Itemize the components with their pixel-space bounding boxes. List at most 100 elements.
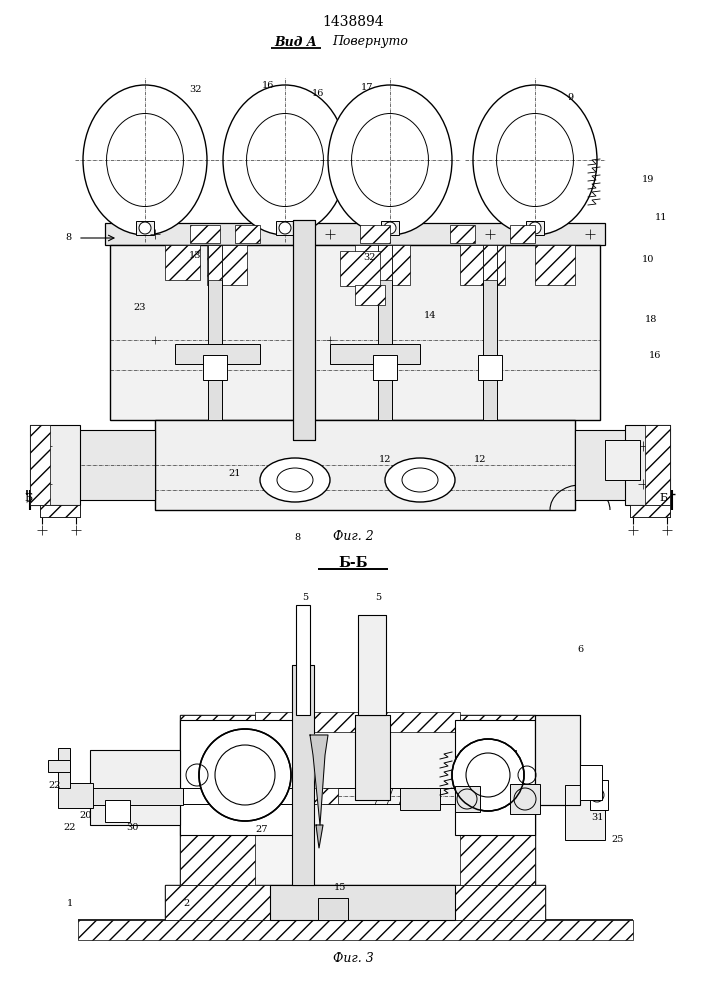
Bar [450,225,475,243]
Bar [165,885,545,920]
Text: 16: 16 [649,351,661,360]
Bar [460,750,516,800]
Text: 23: 23 [134,302,146,312]
Bar [40,505,80,517]
Bar [208,245,222,420]
Text: 14: 14 [423,310,436,320]
Bar [358,615,386,629]
Bar [30,425,50,505]
Bar [40,505,80,517]
Bar [510,784,540,814]
Polygon shape [316,825,323,848]
Text: Фиг. 3: Фиг. 3 [332,952,373,964]
Bar [190,225,220,243]
Bar [373,355,397,380]
Circle shape [529,222,541,234]
Text: 32: 32 [189,86,201,95]
Text: 5: 5 [302,592,308,601]
Bar [526,221,544,235]
Bar [293,220,315,440]
Bar [330,344,420,364]
Bar [460,245,505,285]
Bar [575,430,630,500]
Bar [381,221,399,235]
Bar [355,285,385,305]
Text: 16: 16 [262,82,274,91]
Bar [73,788,183,805]
Text: 30: 30 [126,824,138,832]
Text: 27: 27 [256,826,268,834]
Bar [535,715,580,805]
Bar [276,221,294,235]
Bar [270,885,455,920]
Bar [296,605,310,715]
Bar [358,615,386,715]
Bar [255,712,460,732]
Circle shape [199,729,291,821]
Bar [535,715,580,805]
Bar [360,225,390,243]
Bar [30,425,80,505]
Ellipse shape [223,85,347,235]
Bar [630,505,670,517]
Text: 17: 17 [361,84,373,93]
Bar [296,701,310,715]
Text: 1: 1 [67,898,73,908]
Bar [58,748,70,788]
Ellipse shape [328,85,452,235]
Bar [565,785,605,840]
Text: Фиг. 2: Фиг. 2 [332,530,373,542]
Bar [208,245,222,280]
Bar [58,783,93,808]
Bar [155,420,575,510]
Text: 18: 18 [645,316,658,324]
Text: 2: 2 [183,898,189,908]
Bar [580,765,602,800]
Bar [180,720,310,835]
Bar [378,245,392,420]
Text: Вид A: Вид A [275,35,317,48]
Bar [455,786,480,812]
Bar [355,715,390,732]
Text: 31: 31 [592,814,604,822]
Text: 19: 19 [642,176,654,184]
Bar [215,745,275,805]
Bar [180,715,535,885]
Bar [340,251,380,286]
Text: 10: 10 [642,255,654,264]
Text: 32: 32 [363,252,376,261]
Bar [625,425,670,505]
Text: 1438894: 1438894 [322,15,384,29]
Text: 12: 12 [474,456,486,464]
Text: 21: 21 [229,468,241,478]
Bar [293,220,315,440]
Bar [165,245,200,280]
Text: Б: Б [659,493,667,503]
Bar [355,715,390,800]
Bar [90,750,180,825]
Bar [478,355,502,380]
Bar [318,898,348,920]
Bar [165,885,545,920]
Bar [378,245,392,280]
Bar [400,788,440,810]
Text: 8: 8 [294,534,300,542]
Ellipse shape [473,85,597,235]
Bar [483,245,497,420]
Text: Б-Б: Б-Б [338,556,368,570]
Bar [460,715,535,885]
Ellipse shape [83,85,207,235]
Text: 16: 16 [312,89,325,98]
Text: 12: 12 [379,456,391,464]
Bar [292,665,314,885]
Text: 15: 15 [334,882,346,892]
Text: 9: 9 [567,93,573,102]
Bar [605,440,640,480]
Text: Б: Б [24,493,32,503]
Bar [296,611,310,625]
Circle shape [139,222,151,234]
Bar [483,245,497,280]
Polygon shape [310,735,328,825]
Bar [110,245,600,420]
Bar [630,505,670,517]
